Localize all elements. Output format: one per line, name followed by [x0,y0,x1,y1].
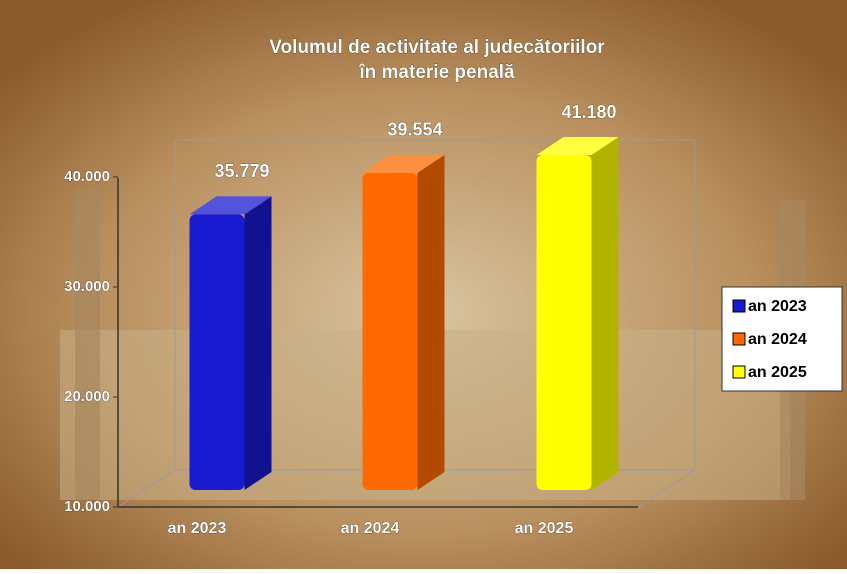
legend-label: an 2025 [748,364,807,381]
legend-label: an 2024 [748,331,807,348]
x-tick-label: an 2024 [341,520,400,537]
bar [189,196,272,490]
column [75,190,100,500]
value-label: 39.554 [387,120,442,140]
y-tick-label: 30.000 [64,278,110,295]
bar-side-shade [591,137,619,490]
bar-side-shade [417,154,445,490]
x-tick-label: an 2025 [515,520,574,537]
bar-side [244,196,272,490]
bar [362,154,445,490]
bar-top-shade [536,137,619,156]
y-tick-label: 40.000 [64,168,110,185]
bar [536,137,619,490]
chart-subtitle: în materie penală [358,62,515,83]
bar-top [189,196,272,215]
bar-side-shade [244,196,272,490]
bar-top [362,154,445,173]
bar-top [536,137,619,156]
chart-title: Volumul de activitate al judecătoriilor [269,37,605,58]
value-label: 35.779 [214,161,269,181]
x-tick-label: an 2023 [168,520,227,537]
y-tick-label: 10.000 [64,498,110,515]
value-label: 41.180 [561,102,616,122]
bar-top-shade [362,154,445,173]
bar-side [591,137,619,490]
bar-front [536,155,592,490]
legend-swatch [732,365,746,379]
bar-side [417,154,445,490]
y-tick-label: 20.000 [64,388,110,405]
legend-swatch [732,332,746,346]
legend-label: an 2023 [748,298,807,315]
bar-front [189,214,245,490]
legend-swatch [732,299,746,313]
bar-top-shade [189,196,272,215]
bar-front [362,172,418,490]
